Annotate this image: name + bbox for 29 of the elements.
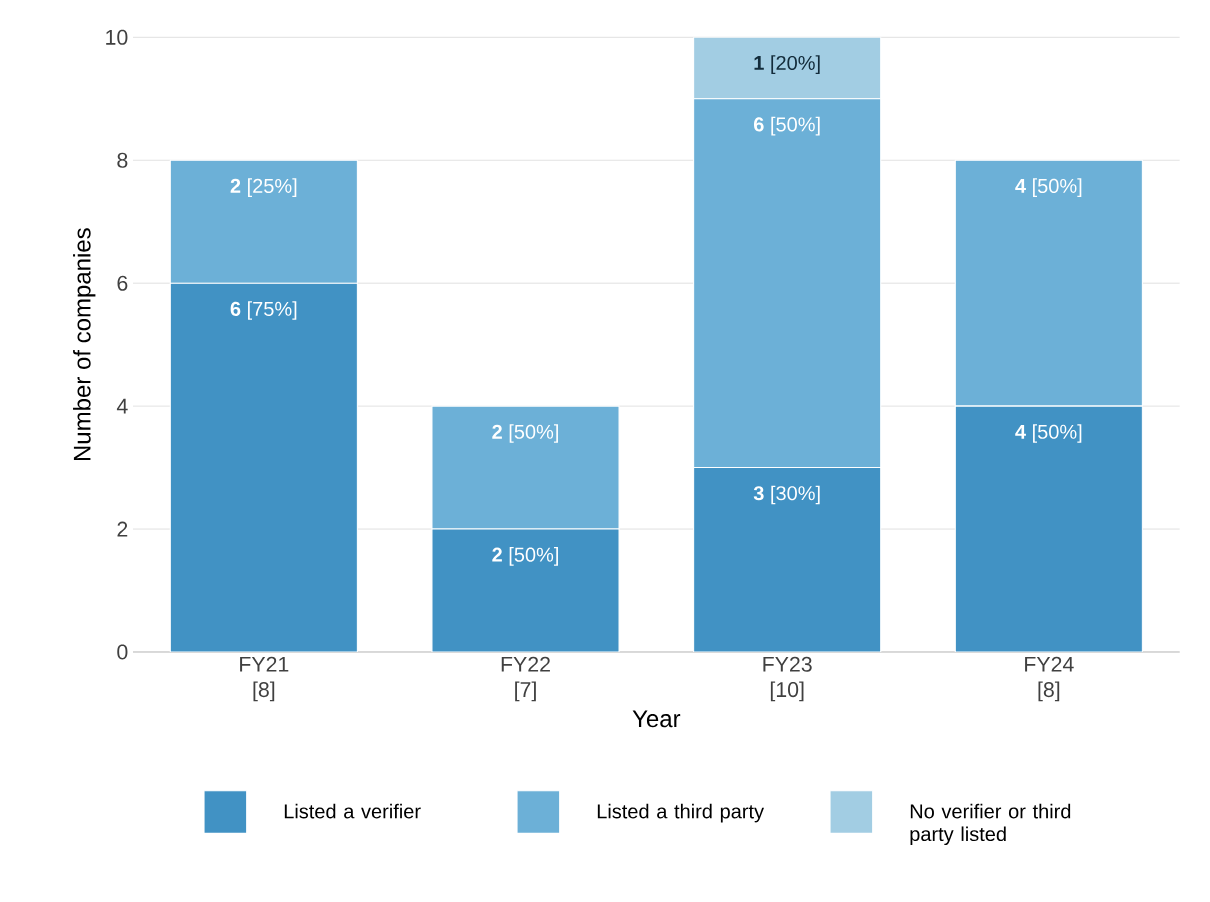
legend-label: No verifier or third party listed	[910, 803, 1071, 846]
y-axis-title: Number of companies	[73, 228, 96, 461]
x-tick-label: FY23 [10]	[763, 656, 812, 702]
y-tick-label: 2	[117, 521, 128, 537]
y-tick-label: 0	[117, 644, 128, 660]
bar	[954, 405, 1143, 652]
bar	[169, 282, 358, 652]
bar	[431, 528, 620, 652]
data-label: 4 [50%]	[1015, 178, 1082, 197]
data-label: 6 [50%]	[753, 116, 820, 136]
legend-label: Listed a verifier	[284, 803, 421, 819]
x-axis-title: Year	[632, 710, 681, 728]
y-tick-label: 10	[106, 29, 128, 45]
x-tick-label: FY24 [8]	[1025, 656, 1074, 702]
y-tick-label: 8	[117, 152, 128, 168]
legend-label: Listed a third party	[597, 803, 764, 823]
y-tick-label: 6	[117, 275, 128, 291]
data-label: 1 [20%]	[754, 55, 820, 74]
x-tick-label: FY21 [8]	[240, 656, 289, 702]
y-tick-label: 4	[116, 398, 128, 414]
data-label: 4 [50%]	[1015, 424, 1082, 443]
data-label: 6 [75%]	[230, 301, 297, 320]
data-label: 3 [30%]	[753, 485, 820, 505]
x-tick-label: FY22 [7]	[501, 656, 550, 702]
bar	[693, 467, 882, 652]
data-label: 2 [25%]	[230, 178, 297, 197]
data-label: 2 [50%]	[492, 424, 558, 443]
bar	[431, 405, 620, 530]
data-label: 2 [50%]	[492, 547, 558, 566]
